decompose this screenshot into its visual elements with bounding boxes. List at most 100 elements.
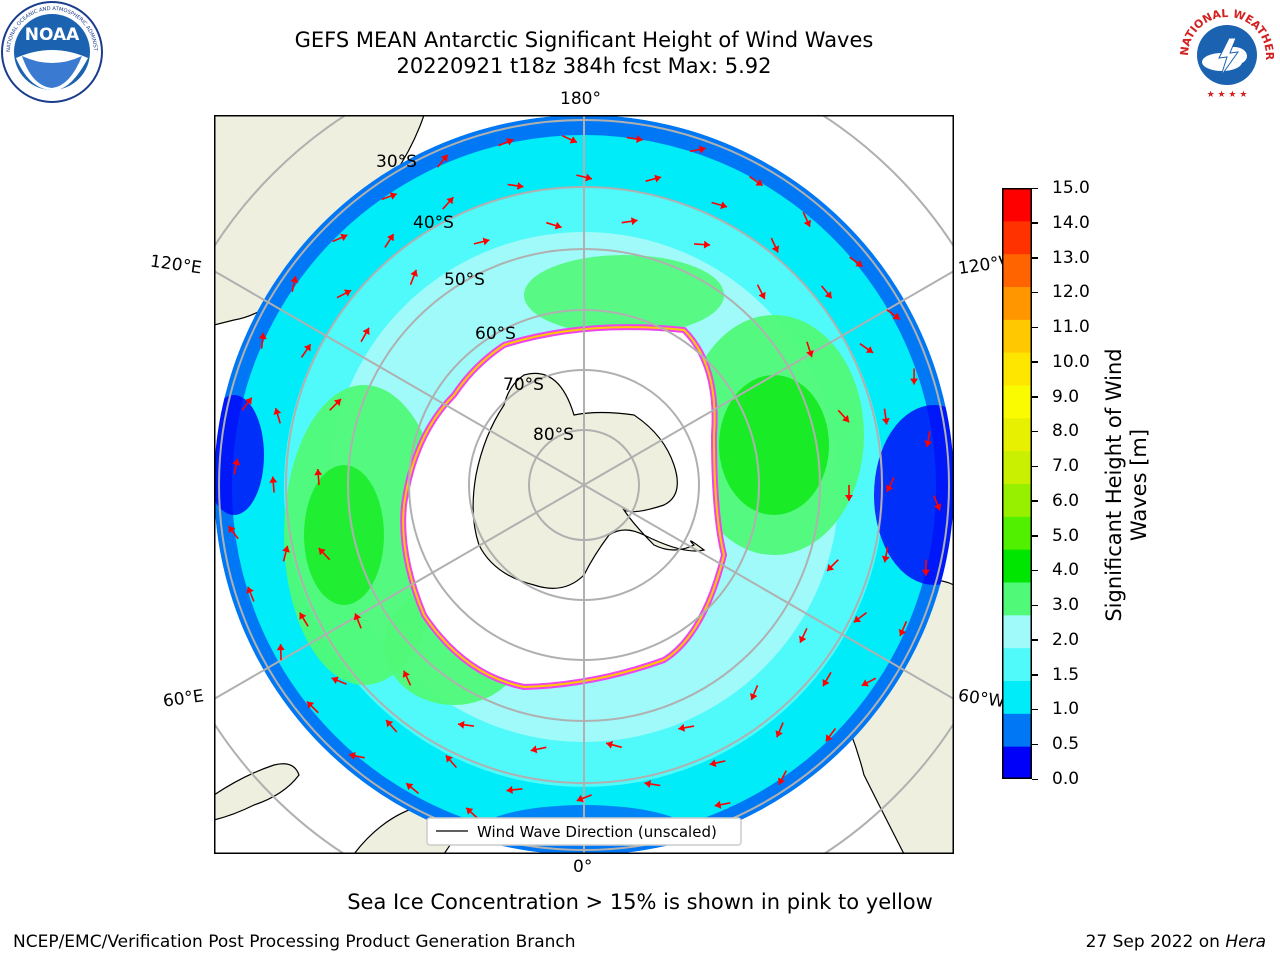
wave-direction-arrowhead: [314, 469, 323, 476]
wave-direction-arrowhead: [440, 154, 448, 162]
graticule: [214, 115, 954, 854]
wave-direction-arrowhead: [245, 397, 252, 405]
wave-direction-arrowhead: [881, 418, 890, 425]
sea-ice-note: Sea Ice Concentration > 15% is shown in …: [347, 890, 933, 914]
wave-direction-arrowhead: [933, 503, 942, 511]
svg-text:★ ★ ★ ★: ★ ★ ★ ★: [1207, 90, 1248, 100]
wave-direction-arrowhead: [699, 145, 706, 154]
wave-direction-arrowhead: [554, 221, 562, 230]
colorbar-tick: [1032, 257, 1038, 259]
wave-direction-arrowhead: [576, 794, 584, 803]
wave-direction-arrowhead: [775, 730, 783, 738]
africa-land: [214, 763, 300, 821]
nws-logo: NATIONAL WEATHER SERVICE ★ ★ ★ ★: [1174, 0, 1277, 102]
meridian-label-120e: 120°E: [148, 251, 203, 279]
wave-direction-arrowhead: [276, 644, 285, 651]
lat-label-50s: 50°S: [444, 270, 485, 290]
wave-direction-arrowhead: [246, 586, 254, 594]
wave-direction-arrowhead: [299, 612, 307, 620]
footer-organization: NCEP/EMC/Verification Post Processing Pr…: [13, 932, 576, 952]
wave-direction-arrowhead: [334, 399, 341, 407]
wave-direction-arrowhead: [482, 237, 490, 246]
wave-direction-arrowhead: [506, 785, 513, 794]
wave-direction-arrowhead: [703, 240, 711, 249]
colorbar-band: [1002, 483, 1032, 517]
colorbar-band: [1002, 614, 1032, 649]
colorbar-tick-label: 9.0: [1052, 386, 1080, 407]
noaa-logo: NOAA NATIONAL OCEANIC AND ATMOSPHERIC AD…: [0, 0, 103, 103]
colorbar-tick: [1032, 396, 1038, 398]
wave-direction-arrowhead: [827, 563, 835, 571]
wave-direction-arrowhead: [569, 136, 577, 144]
legend-label: Wind Wave Direction (unscaled): [477, 823, 717, 841]
svg-text:NOAA: NOAA: [25, 25, 80, 45]
wave-direction-arrowhead: [806, 350, 814, 357]
colorbar-tick-label: 8.0: [1052, 421, 1080, 442]
wave-direction-arrowhead: [446, 197, 454, 205]
wave-direction-arrowhead: [458, 720, 465, 729]
chart-subtitle: 20220921 t18z 384h fcst Max: 5.92: [396, 54, 772, 78]
wave-direction-arrowhead: [910, 378, 919, 385]
colorbar-band: [1002, 417, 1032, 452]
wave-direction-arrowhead: [631, 217, 638, 226]
colorbar-band: [1002, 713, 1032, 747]
wave-direction-arrowhead: [865, 346, 874, 353]
wave-direction-arrowhead: [273, 408, 282, 415]
wave-direction-arrowhead: [406, 783, 414, 791]
wave-direction-arrowhead: [517, 182, 524, 190]
wave-direction-arrowhead: [924, 440, 933, 447]
wave-direction-arrowhead: [842, 415, 850, 423]
colorbar-band: [1002, 746, 1032, 779]
colorbar-tick: [1032, 604, 1038, 607]
wave-direction-arrowhead: [822, 679, 830, 687]
colorbar-band: [1002, 385, 1032, 419]
wave-direction-arrowhead: [402, 670, 410, 678]
wave-direction-arrowhead: [845, 495, 853, 501]
colorbar-tick: [1032, 291, 1038, 294]
lat-label-40s: 40°S: [413, 213, 454, 233]
wave-direction-arrowhead: [349, 751, 356, 760]
lat-label-80s: 80°S: [533, 425, 574, 445]
wave-direction-arrowhead: [771, 245, 780, 253]
meridian-label-180: 180°: [560, 89, 601, 109]
wave-direction-arrowhead: [228, 526, 236, 534]
colorbar-tick: [1032, 569, 1038, 572]
lat-label-70s: 70°S: [503, 375, 544, 395]
meridian-label-60e: 60°E: [161, 686, 206, 712]
chart-title: GEFS MEAN Antarctic Significant Height o…: [294, 28, 874, 52]
colorbar-tick: [1032, 500, 1038, 502]
wave-direction-arrowhead: [886, 484, 894, 492]
wave-direction-arrowhead: [445, 755, 453, 763]
colorbar-tick: [1032, 639, 1038, 641]
colorbar-band: [1002, 549, 1032, 583]
wave-direction-arrowhead: [386, 720, 394, 728]
wave-direction-arrowhead: [344, 289, 352, 297]
wave-direction-arrowhead: [824, 291, 832, 299]
wave-direction-arrowhead: [585, 173, 592, 182]
colorbar-band: [1002, 220, 1032, 255]
wave-direction-arrowhead: [389, 192, 397, 200]
colorbar-tick: [1032, 535, 1038, 537]
wave-direction-arrowhead: [318, 548, 326, 556]
meridian-label-60w: 60°W: [956, 685, 1007, 713]
colorbar-tick-label: 7.0: [1052, 456, 1080, 477]
wave-direction-arrowhead: [331, 676, 339, 684]
wave-direction-arrowhead: [921, 569, 930, 576]
wave-direction-arrowhead: [410, 269, 418, 277]
wave-direction-arrowhead: [636, 135, 643, 143]
lat-label-30s: 30°S: [376, 152, 417, 172]
wave-direction-arrowhead: [799, 635, 807, 643]
colorbar-tick-label: 10.0: [1052, 351, 1090, 372]
wave-direction-arrowhead: [853, 615, 861, 623]
colorbar-tick-label: 1.5: [1052, 664, 1080, 685]
lat-label-60s: 60°S: [475, 324, 516, 344]
colorbar-tick-label: 6.0: [1052, 490, 1080, 511]
wave-direction-arrowhead: [530, 745, 538, 754]
colorbar-tick-label: 11.0: [1052, 317, 1090, 338]
wave-direction-arrowhead: [855, 259, 863, 267]
colorbar-tick: [1032, 465, 1038, 468]
colorbar-band: [1002, 680, 1032, 714]
wave-direction-arrowhead: [892, 312, 900, 320]
wave-direction-arrowhead: [654, 174, 662, 183]
wave-direction-arrowhead: [232, 458, 241, 466]
